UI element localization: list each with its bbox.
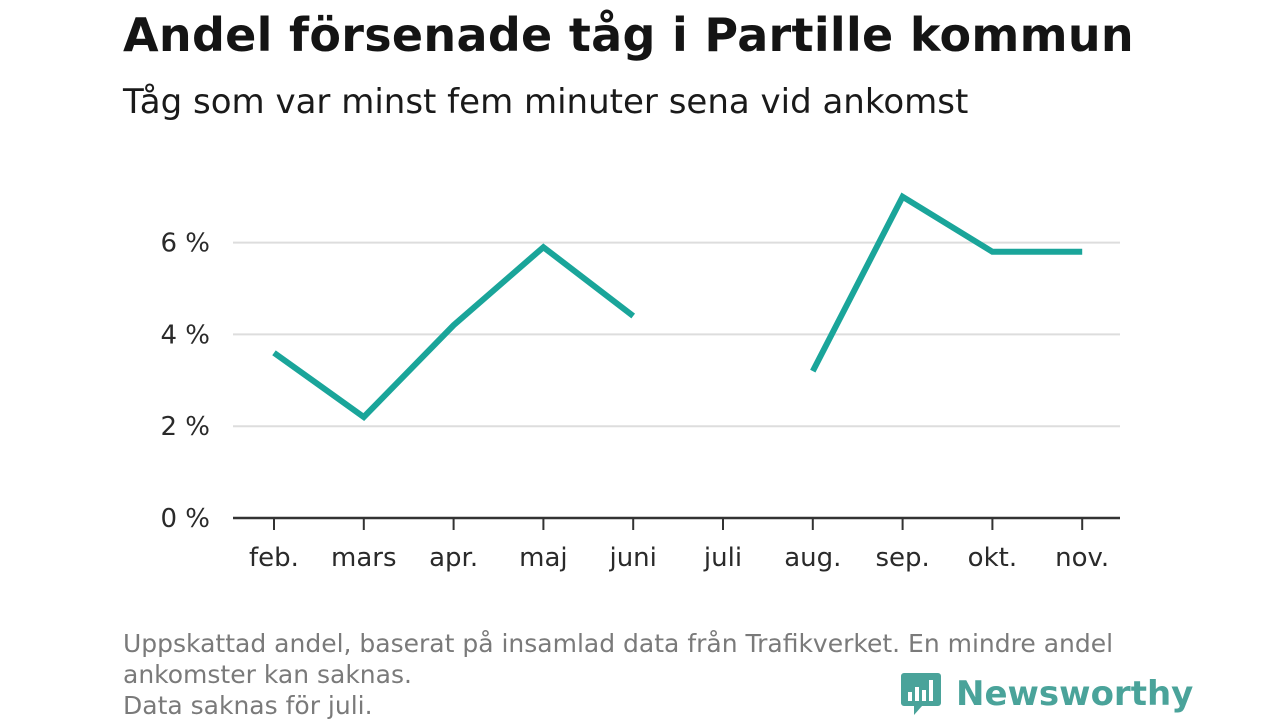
brand-name: Newsworthy xyxy=(956,674,1194,714)
footnote-line-2: ankomster kan saknas. xyxy=(123,660,412,689)
chart-subtitle: Tåg som var minst fem minuter sena vid a… xyxy=(123,82,969,122)
y-tick-label: 2 % xyxy=(160,412,210,442)
line-chart: 0 % 2 % 4 % 6 % feb. mars apr. maj juni juli aug. s… xyxy=(160,192,1120,573)
y-tick-label: 6 % xyxy=(160,229,210,259)
x-tick-label: maj xyxy=(519,543,567,573)
x-tick-label: apr. xyxy=(429,543,478,573)
series-line xyxy=(810,192,1083,373)
y-tick-label: 4 % xyxy=(160,320,210,350)
footnote: Uppskattad andel, baserat på insamlad da… xyxy=(123,628,1163,721)
x-tick-label: nov. xyxy=(1055,543,1109,573)
chart-title: Andel försenade tåg i Partille kommun xyxy=(123,8,1134,62)
footnote-line-3: Data saknas för juli. xyxy=(123,691,373,720)
x-tick-label: juli xyxy=(703,543,742,573)
x-tick-label: sep. xyxy=(875,543,929,573)
y-tick-label: 0 % xyxy=(160,504,210,534)
x-tick-label: juni xyxy=(608,543,656,573)
newsworthy-bar-chart-icon xyxy=(901,673,941,715)
newsworthy-logo: Newsworthy xyxy=(900,668,1193,720)
series-line xyxy=(272,243,636,421)
x-tick-label: aug. xyxy=(784,543,841,573)
x-tick-label: feb. xyxy=(249,543,299,573)
footnote-line-1: Uppskattad andel, baserat på insamlad da… xyxy=(123,629,1114,658)
x-tick-label: okt. xyxy=(968,543,1017,573)
x-tick-label: mars xyxy=(331,543,397,573)
